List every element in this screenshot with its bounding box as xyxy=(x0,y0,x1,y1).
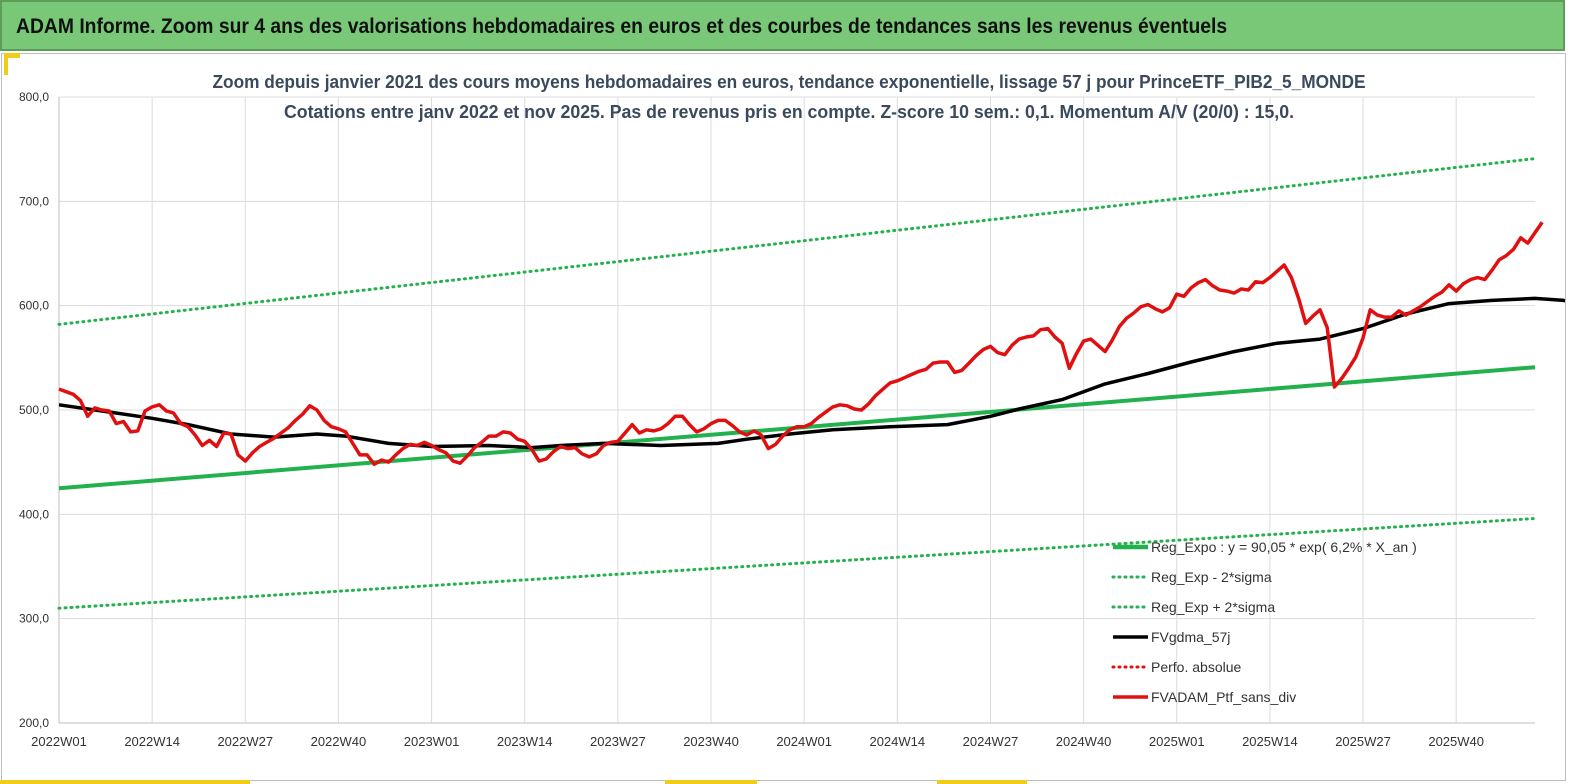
y-tick-label: 300,0 xyxy=(19,612,49,626)
x-tick-label: 2022W01 xyxy=(31,734,87,749)
axes: 800,0 700,0 600,0 500,0 400,0 300,0 200,0 2022W… xyxy=(19,90,1535,749)
y-tick-label: 500,0 xyxy=(19,403,49,417)
x-tick-label: 2022W14 xyxy=(124,734,180,749)
x-tick-label: 2023W40 xyxy=(683,734,739,749)
x-tick-label: 2025W40 xyxy=(1428,734,1484,749)
accent-bar-bottom-mid xyxy=(665,780,757,784)
y-tick-label: 400,0 xyxy=(19,507,49,521)
x-tick-label: 2025W01 xyxy=(1149,734,1205,749)
x-tick-label: 2025W27 xyxy=(1335,734,1391,749)
y-tick-label: 200,0 xyxy=(19,716,49,730)
page-title: ADAM Informe. Zoom sur 4 ans des valoris… xyxy=(16,15,1228,38)
y-tick-label: 700,0 xyxy=(19,194,49,208)
x-tick-label: 2024W27 xyxy=(963,734,1019,749)
legend: Reg_Expo : y = 90,05 * exp( 6,2% * X_an … xyxy=(1111,539,1417,705)
legend-label: Perfo. absolue xyxy=(1151,659,1241,675)
series-line-reg-exp-2-sigma xyxy=(57,517,1537,610)
legend-label: Reg_Expo : y = 90,05 * exp( 6,2% * X_an … xyxy=(1151,539,1417,555)
x-tick-label: 2025W14 xyxy=(1242,734,1298,749)
legend-label: FVADAM_Ptf_sans_div xyxy=(1151,689,1296,705)
line-chart: Zoom depuis janvier 2021 des cours moyen… xyxy=(19,72,1565,749)
legend-label: Reg_Exp + 2*sigma xyxy=(1151,599,1275,615)
grid xyxy=(58,96,1535,724)
y-tick-label: 600,0 xyxy=(19,299,49,313)
x-tick-label: 2024W14 xyxy=(869,734,925,749)
series-line-fvgdma-57j xyxy=(58,296,1565,450)
chart-subtitle: Cotations entre janv 2022 et nov 2025. P… xyxy=(284,102,1294,122)
series-lines xyxy=(57,157,1565,610)
chart-title: Zoom depuis janvier 2021 des cours moyen… xyxy=(213,72,1366,92)
accent-bar-bottom-left xyxy=(0,780,250,784)
header-banner: ADAM Informe. Zoom sur 4 ans des valoris… xyxy=(0,0,1565,51)
x-tick-label: 2022W27 xyxy=(217,734,273,749)
x-tick-label: 2023W01 xyxy=(404,734,460,749)
chart-frame: Zoom depuis janvier 2021 des cours moyen… xyxy=(1,53,1566,781)
x-tick-label: 2022W40 xyxy=(311,734,367,749)
accent-bar-left xyxy=(4,53,8,75)
accent-bar-top-left xyxy=(4,53,20,58)
legend-label: FVgdma_57j xyxy=(1151,629,1230,645)
x-tick-label: 2023W27 xyxy=(590,734,646,749)
legend-label: Reg_Exp - 2*sigma xyxy=(1151,569,1272,585)
series-line-reg-exp-2-sigma xyxy=(57,157,1537,326)
series-line-fvadam-ptf-sans-div xyxy=(58,221,1544,467)
x-tick-label: 2024W01 xyxy=(776,734,832,749)
x-tick-label: 2024W40 xyxy=(1056,734,1112,749)
accent-bar-bottom-right xyxy=(937,780,1027,784)
y-tick-label: 800,0 xyxy=(19,90,49,104)
x-tick-label: 2023W14 xyxy=(497,734,553,749)
